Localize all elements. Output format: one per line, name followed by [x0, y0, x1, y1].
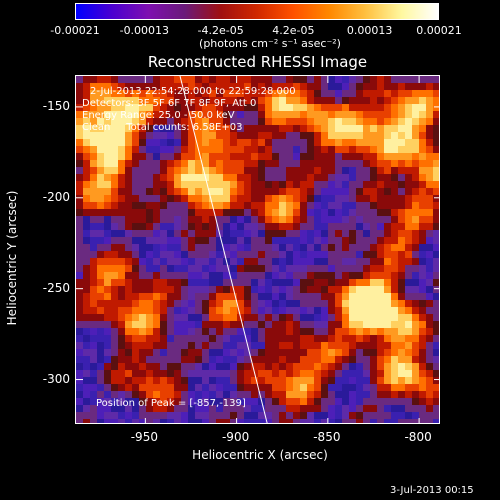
- axis-tick-marks: [76, 76, 439, 423]
- colorbar: [75, 3, 439, 20]
- y-tick-label: -150: [42, 98, 70, 113]
- footer-date: 3-Jul-2013 00:15: [390, 485, 474, 496]
- info-line-clean: Clean Total counts: 6.58E+03: [82, 122, 243, 133]
- peak-position-label: Position of Peak = [-857,-139]: [96, 398, 246, 409]
- limb-line: [179, 76, 268, 423]
- x-axis-ticks: -950 -900 -850 -800: [75, 430, 440, 446]
- colorbar-tick: -0.00021: [50, 24, 100, 37]
- y-tick-label: -250: [42, 280, 70, 295]
- y-axis-label: Heliocentric Y (arcsec): [5, 190, 19, 326]
- plot-title: Reconstructed RHESSI Image: [147, 53, 368, 71]
- colorbar-tick: 0.00021: [416, 24, 462, 37]
- solar-limb-line: [76, 76, 439, 423]
- colorbar-tick: 0.00013: [346, 24, 393, 37]
- y-tick-label: -300: [42, 371, 70, 386]
- x-tick-label: -900: [221, 430, 250, 444]
- image-plot: 2-Jul-2013 22:54:28.000 to 22:59:28.000 …: [75, 75, 440, 424]
- colorbar-tick: -4.2e-05: [197, 24, 244, 37]
- x-tick-label: -800: [404, 430, 432, 444]
- x-tick-label: -950: [130, 430, 158, 444]
- info-line-time: 2-Jul-2013 22:54:28.000 to 22:59:28.000: [90, 86, 296, 97]
- x-axis-label: Heliocentric X (arcsec): [192, 448, 328, 462]
- heatmap-image: [76, 76, 439, 423]
- colorbar-tick: -0.00013: [119, 24, 170, 37]
- colorbar-tick: 4.2e-05: [272, 24, 315, 37]
- info-line-detectors: Detectors: 3F 5F 6F 7F 8F 9F, Att 0: [82, 98, 257, 109]
- y-tick-label: -200: [42, 189, 70, 204]
- colorbar-units: (photons cm⁻² s⁻¹ asec⁻²): [199, 37, 341, 50]
- x-tick-label: -850: [313, 430, 341, 444]
- y-axis-ticks: -150 -200 -250 -300: [0, 75, 70, 424]
- info-line-energy: Energy Range: 25.0 - 50.0 keV: [82, 110, 235, 121]
